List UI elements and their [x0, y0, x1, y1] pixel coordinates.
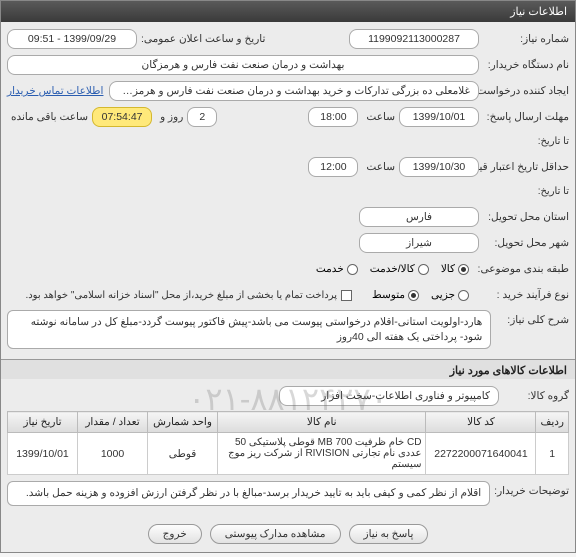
- table-row[interactable]: 1 2272200071640041 CD خام ظرفیت MB 700 ق…: [8, 433, 569, 475]
- time-remaining: 07:54:47: [92, 107, 152, 127]
- req-no-value: 1199092113000287: [349, 29, 479, 49]
- time-label-2: ساعت: [362, 161, 395, 173]
- validity-until-label: تا تاریخ:: [479, 186, 569, 197]
- partial-pay-checkbox[interactable]: [341, 290, 352, 301]
- creator-value: غلامعلی ده بزرگی تدارکات و خرید بهداشت و…: [109, 81, 479, 101]
- deadline-date: 1399/10/01: [399, 107, 479, 127]
- col-unit: واحد شمارش: [148, 412, 218, 433]
- pub-date-label: تاریخ و ساعت اعلان عمومی:: [137, 33, 265, 45]
- cell-name: CD خام ظرفیت MB 700 قوطی پلاستیکی 50 عدد…: [218, 433, 426, 475]
- items-body: گروه کالا: کامپیوتر و فناوری اطلاعات-سخت…: [1, 379, 575, 516]
- cat-mixed-radio[interactable]: کالا/خدمت: [370, 263, 429, 275]
- days-label: روز و: [156, 111, 183, 123]
- cat-goods-radio[interactable]: کالا: [441, 263, 469, 275]
- cell-idx: 1: [536, 433, 569, 475]
- validity-date: 1399/10/30: [399, 157, 479, 177]
- validity-time: 12:00: [308, 157, 358, 177]
- footer-buttons: پاسخ به نیاز مشاهده مدارک پیوستی خروج: [1, 516, 575, 552]
- group-value: کامپیوتر و فناوری اطلاعات-سخت افزار: [279, 386, 499, 406]
- col-code: کد کالا: [426, 412, 536, 433]
- remain-label: ساعت باقی مانده: [7, 111, 88, 123]
- summary-value: هارد-اولویت استانی-اقلام درخواستی پیوست …: [7, 310, 491, 349]
- attachments-button[interactable]: مشاهده مدارک پیوستی: [210, 524, 341, 544]
- radio-icon: [408, 290, 419, 301]
- group-label: گروه کالا:: [499, 390, 569, 402]
- deadline-time: 18:00: [308, 107, 358, 127]
- radio-icon: [418, 264, 429, 275]
- cell-date: 1399/10/01: [8, 433, 78, 475]
- purchase-type-label: نوع فرآیند خرید :: [469, 289, 569, 301]
- category-label: طبقه بندی موضوعی:: [469, 263, 569, 275]
- pt-low-radio[interactable]: جزیی: [431, 289, 469, 301]
- radio-icon: [347, 264, 358, 275]
- table-header-row: ردیف کد کالا نام کالا واحد شمارش تعداد /…: [8, 412, 569, 433]
- city-value: شیراز: [359, 233, 479, 253]
- panel-body: شماره نیاز: 1199092113000287 تاریخ و ساع…: [1, 22, 575, 359]
- purchase-type-group: جزیی متوسط: [372, 289, 469, 301]
- buyer-note-label: توضیحات خریدار:: [490, 481, 569, 497]
- reply-button[interactable]: پاسخ به نیاز: [349, 524, 429, 544]
- deadline-label: مهلت ارسال پاسخ:: [479, 111, 569, 123]
- validity-label: حداقل تاریخ اعتبار قیمت:: [479, 161, 569, 173]
- summary-label: شرح کلی نیاز:: [491, 310, 569, 326]
- province-value: فارس: [359, 207, 479, 227]
- contact-link[interactable]: اطلاعات تماس خریدار: [7, 85, 103, 97]
- buyer-label: نام دستگاه خریدار:: [479, 59, 569, 71]
- col-name: نام کالا: [218, 412, 426, 433]
- pt-mid-radio[interactable]: متوسط: [372, 289, 419, 301]
- radio-icon: [458, 290, 469, 301]
- cell-unit: قوطی: [148, 433, 218, 475]
- buyer-value: بهداشت و درمان صنعت نفت فارس و هرمزگان: [7, 55, 479, 75]
- col-qty: تعداد / مقدار: [78, 412, 148, 433]
- until-label-1: تا تاریخ:: [479, 136, 569, 147]
- radio-icon: [458, 264, 469, 275]
- cell-qty: 1000: [78, 433, 148, 475]
- pub-date-value: 1399/09/29 - 09:51: [7, 29, 137, 49]
- category-radio-group: کالا کالا/خدمت خدمت: [316, 263, 469, 275]
- days-remaining: 2: [187, 107, 217, 127]
- creator-label: ایجاد کننده درخواست:: [479, 85, 569, 97]
- items-section-title: اطلاعات کالاهای مورد نیاز: [1, 359, 575, 379]
- req-no-label: شماره نیاز:: [479, 33, 569, 45]
- cat-service-radio[interactable]: خدمت: [316, 263, 358, 275]
- time-label-1: ساعت: [362, 111, 395, 123]
- col-idx: ردیف: [536, 412, 569, 433]
- province-label: استان محل تحویل:: [479, 211, 569, 223]
- need-info-panel: اطلاعات نیاز شماره نیاز: 119909211300028…: [0, 0, 576, 553]
- items-table: ردیف کد کالا نام کالا واحد شمارش تعداد /…: [7, 411, 569, 475]
- partial-pay-label: پرداخت تمام یا بخشی از مبلغ خرید،از محل …: [21, 290, 337, 301]
- col-date: تاریخ نیاز: [8, 412, 78, 433]
- panel-title: اطلاعات نیاز: [1, 1, 575, 22]
- cell-code: 2272200071640041: [426, 433, 536, 475]
- exit-button[interactable]: خروج: [148, 524, 202, 544]
- buyer-note-value: اقلام از نظر کمی و کیفی باید به تایید خر…: [7, 481, 490, 506]
- city-label: شهر محل تحویل:: [479, 237, 569, 249]
